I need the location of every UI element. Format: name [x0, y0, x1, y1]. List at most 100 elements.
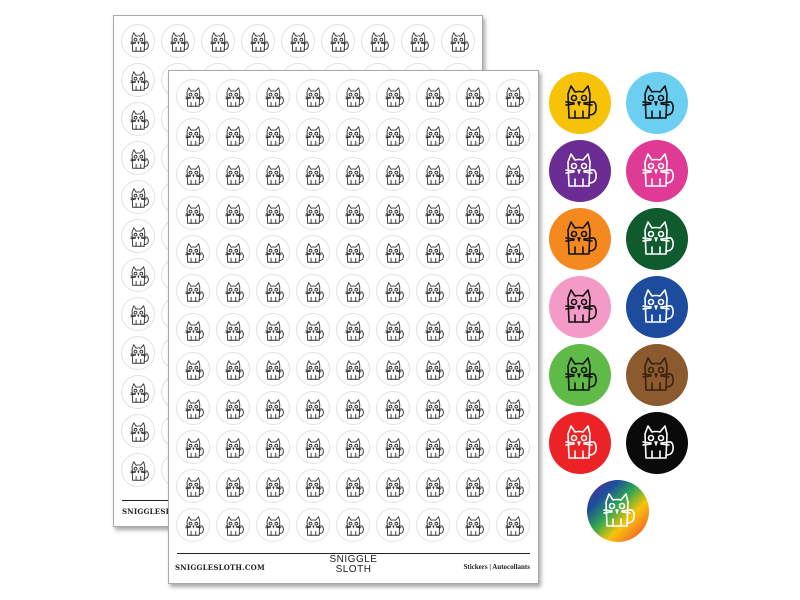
cat-sticker [456, 196, 490, 230]
cat-icon [130, 383, 149, 403]
cat-icon [225, 87, 244, 107]
color-cat-sticker [626, 140, 688, 202]
cat-icon [425, 438, 444, 458]
cat-icon [225, 126, 244, 146]
cat-sticker [456, 508, 490, 542]
cat-icon [505, 477, 524, 497]
cat-sticker [176, 235, 210, 269]
cat-icon [305, 204, 324, 224]
cat-icon [465, 165, 484, 185]
cat-icon [345, 165, 364, 185]
cat-sticker [336, 313, 370, 347]
cat-sticker [176, 157, 210, 191]
cat-icon [345, 204, 364, 224]
cat-icon [225, 243, 244, 263]
cat-sticker [176, 391, 210, 425]
cat-icon [385, 321, 404, 341]
cat-sticker [256, 352, 290, 386]
cat-sticker [256, 157, 290, 191]
cat-icon [265, 165, 284, 185]
cat-icon [505, 87, 524, 107]
cat-icon [185, 165, 204, 185]
cat-icon [265, 438, 284, 458]
cat-icon [225, 516, 244, 536]
cat-icon [425, 321, 444, 341]
cat-icon [130, 110, 149, 130]
cat-icon [425, 282, 444, 302]
cat-icon [290, 32, 309, 52]
cat-icon [170, 32, 189, 52]
cat-sticker [456, 313, 490, 347]
cat-icon [465, 321, 484, 341]
logo-line-1: SNIGGLE [329, 554, 378, 565]
cat-icon [265, 243, 284, 263]
cat-icon [385, 360, 404, 380]
cat-icon [345, 438, 364, 458]
cat-sticker [176, 196, 210, 230]
cat-sticker [216, 196, 250, 230]
cat-icon [225, 282, 244, 302]
color-cat-sticker [587, 480, 649, 542]
cat-icon [425, 87, 444, 107]
cat-icon [565, 153, 597, 187]
cat-sticker [256, 274, 290, 308]
cat-icon [505, 438, 524, 458]
cat-sticker [336, 196, 370, 230]
cat-sticker [216, 352, 250, 386]
cat-sticker [376, 79, 410, 113]
cat-icon [305, 438, 324, 458]
cat-icon [305, 126, 324, 146]
cat-sticker [296, 196, 330, 230]
cat-sticker [441, 24, 475, 58]
cat-sticker [496, 430, 530, 464]
cat-sticker [496, 352, 530, 386]
cat-icon [425, 516, 444, 536]
cat-icon [425, 126, 444, 146]
cat-icon [185, 516, 204, 536]
cat-icon [385, 165, 404, 185]
cat-sticker [336, 352, 370, 386]
color-cat-sticker [549, 72, 611, 134]
cat-sticker [121, 453, 155, 487]
cat-sticker [176, 79, 210, 113]
cat-sticker [121, 24, 155, 58]
cat-sticker [296, 274, 330, 308]
cat-sticker [121, 219, 155, 253]
cat-sticker [456, 352, 490, 386]
cat-icon [642, 425, 674, 459]
cat-sticker [216, 274, 250, 308]
cat-icon [565, 289, 597, 323]
cat-icon [185, 321, 204, 341]
cat-icon [185, 126, 204, 146]
cat-icon [603, 493, 635, 527]
cat-sticker [496, 196, 530, 230]
cat-icon [225, 360, 244, 380]
cat-icon [385, 516, 404, 536]
color-cat-sticker [549, 276, 611, 338]
cat-icon [265, 321, 284, 341]
cat-icon [425, 360, 444, 380]
color-cat-sticker [549, 344, 611, 406]
cat-sticker [216, 157, 250, 191]
cat-sticker [256, 235, 290, 269]
cat-sticker [376, 274, 410, 308]
cat-sticker [121, 414, 155, 448]
cat-icon [130, 461, 149, 481]
cat-icon [130, 344, 149, 364]
color-cat-sticker [626, 72, 688, 134]
cat-sticker [256, 118, 290, 152]
cat-sticker [216, 469, 250, 503]
cat-icon [250, 32, 269, 52]
cat-sticker [416, 274, 450, 308]
cat-sticker [121, 141, 155, 175]
cat-sticker [241, 24, 275, 58]
cat-icon [305, 282, 324, 302]
tagline: Stickers | Autocollants [463, 563, 531, 571]
cat-sticker [456, 430, 490, 464]
cat-icon [345, 360, 364, 380]
cat-sticker [216, 118, 250, 152]
cat-icon [345, 282, 364, 302]
cat-icon [505, 243, 524, 263]
cat-icon [330, 32, 349, 52]
cat-icon [305, 87, 324, 107]
